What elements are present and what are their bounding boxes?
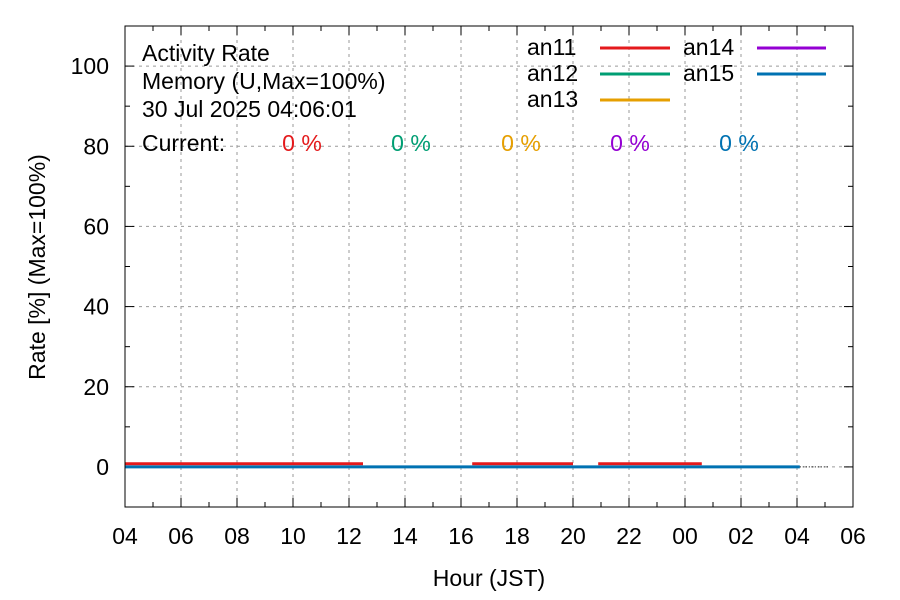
y-axis-label: Rate [%] (Max=100%) [24,154,50,380]
title-line-1: Activity Rate [142,40,270,66]
x-tick-label: 16 [448,523,474,549]
current-value-an11: 0 % [282,130,322,156]
x-tick-label: 04 [112,523,138,549]
current-value-an14: 0 % [610,130,650,156]
x-tick-label: 22 [616,523,642,549]
current-value-an12: 0 % [391,130,431,156]
x-tick-label: 06 [840,523,866,549]
x-tick-label: 06 [168,523,194,549]
legend-label-an13: an13 [527,86,578,112]
x-axis-label: Hour (JST) [433,565,545,591]
x-tick-label: 10 [280,523,306,549]
x-tick-label: 04 [784,523,810,549]
current-value-an13: 0 % [501,130,541,156]
series-layer [125,462,828,469]
y-tick-label: 100 [71,53,109,79]
x-tick-label: 08 [224,523,250,549]
x-tick-label: 00 [672,523,698,549]
legend-label-an15: an15 [683,60,734,86]
y-tick-label: 20 [83,374,109,400]
y-tick-label: 0 [96,454,109,480]
title-line-3: 30 Jul 2025 04:06:01 [142,96,357,122]
grid-lines [125,26,853,507]
legend-label-an14: an14 [683,34,734,60]
title-line-2: Memory (U,Max=100%) [142,68,385,94]
y-tick-label: 60 [83,213,109,239]
tick-labels: 0 20 40 60 80 100 04 06 08 10 12 14 16 18 20 22 00 02 04 06 [71,53,866,549]
x-tick-label: 20 [560,523,586,549]
y-tick-label: 80 [83,133,109,159]
x-tick-label: 14 [392,523,418,549]
plot-frame [124,25,854,508]
legend-label-an12: an12 [527,60,578,86]
x-tick-label: 02 [728,523,754,549]
y-tick-label: 40 [83,294,109,320]
current-values: 0 % 0 % 0 % 0 % 0 % [282,130,759,156]
x-tick-label: 12 [336,523,362,549]
x-tick-label: 18 [504,523,530,549]
current-value-an15: 0 % [719,130,759,156]
current-label: Current: [142,130,225,156]
legend-label-an11: an11 [527,34,576,60]
